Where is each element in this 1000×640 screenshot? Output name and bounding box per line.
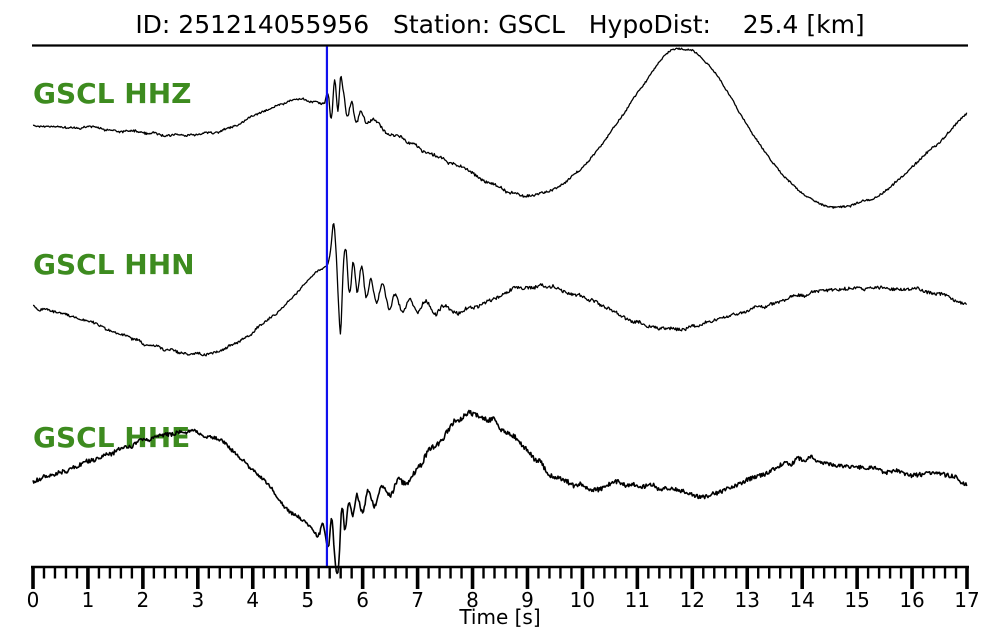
trace-label-hhn: GSCL HHN bbox=[33, 248, 195, 281]
x-tick-label: 10 bbox=[570, 588, 595, 612]
x-tick-label: 13 bbox=[735, 588, 760, 612]
trace-path-hhe bbox=[32, 409, 968, 575]
trace-path-hhn bbox=[32, 223, 968, 357]
figure-title: ID: 251214055956 Station: GSCL HypoDist:… bbox=[135, 10, 864, 39]
x-tick-label: 16 bbox=[899, 588, 924, 612]
x-tick-label: 6 bbox=[356, 588, 369, 612]
x-tick-label: 5 bbox=[301, 588, 314, 612]
x-axis-title: Time [s] bbox=[458, 605, 540, 629]
trace-path-hhz bbox=[32, 47, 968, 209]
x-tick-label: 15 bbox=[844, 588, 869, 612]
x-tick-label: 17 bbox=[954, 588, 979, 612]
x-tick-label: 4 bbox=[246, 588, 259, 612]
x-tick-label: 8 bbox=[466, 588, 479, 612]
x-tick-label: 7 bbox=[411, 588, 424, 612]
x-tick-label: 12 bbox=[680, 588, 705, 612]
x-tick-label: 14 bbox=[789, 588, 814, 612]
trace-label-hhz: GSCL HHZ bbox=[33, 77, 191, 110]
x-tick-label: 2 bbox=[137, 588, 150, 612]
x-tick-label: 9 bbox=[521, 588, 534, 612]
x-tick-label: 3 bbox=[191, 588, 204, 612]
x-tick-label: 1 bbox=[82, 588, 95, 612]
trace-labels: GSCL HHZ GSCL HHN GSCL HHE bbox=[33, 77, 195, 454]
waveform-traces bbox=[32, 47, 968, 575]
x-axis: 0 1 2 3 4 5 6 7 8 9 10 11 12 13 14 15 16 17 bbox=[27, 565, 980, 612]
x-tick-label: 0 bbox=[27, 588, 40, 612]
x-tick-label: 11 bbox=[625, 588, 650, 612]
trace-label-hhe: GSCL HHE bbox=[33, 421, 190, 454]
